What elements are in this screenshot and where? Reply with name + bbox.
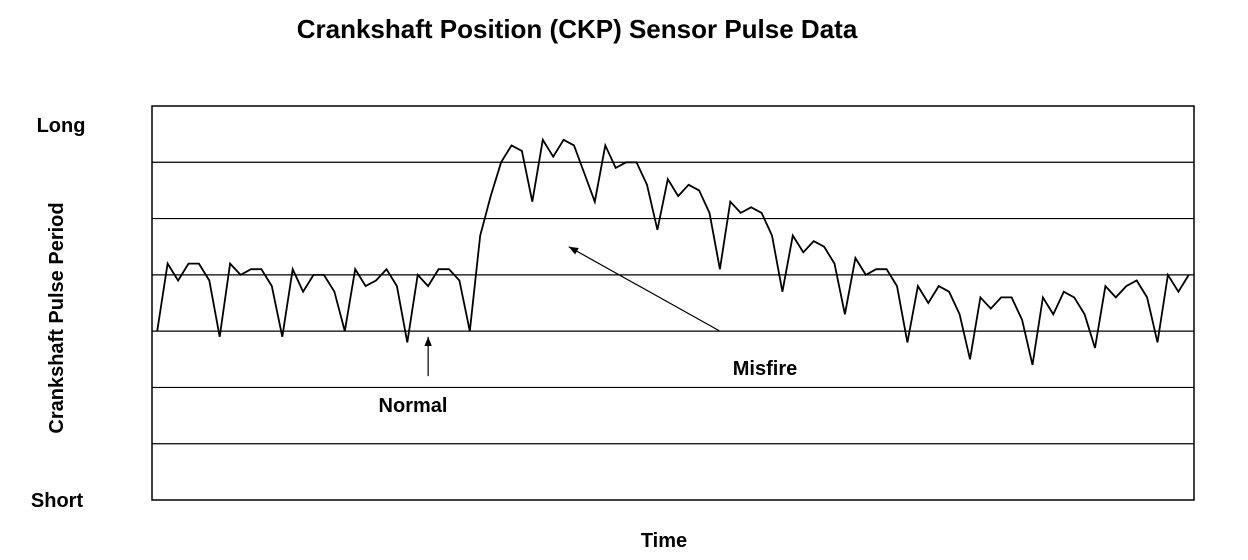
annotation-misfire-arrow bbox=[568, 246, 721, 332]
chart-title: Crankshaft Position (CKP) Sensor Pulse D… bbox=[297, 14, 858, 44]
plot-area bbox=[151, 105, 1195, 501]
annotations bbox=[424, 246, 721, 377]
y-axis-label: Crankshaft Pulse Period bbox=[46, 202, 68, 433]
pulse-period-line bbox=[156, 137, 1190, 366]
gridlines bbox=[152, 161, 1194, 445]
y-bottom-label: Short bbox=[31, 490, 84, 512]
annotation-normal-label: Normal bbox=[379, 395, 448, 417]
x-axis-label: Time bbox=[641, 530, 687, 552]
y-top-label: Long bbox=[37, 115, 86, 137]
annotation-normal-arrow bbox=[424, 336, 432, 377]
annotation-misfire-label: Misfire bbox=[733, 358, 797, 380]
